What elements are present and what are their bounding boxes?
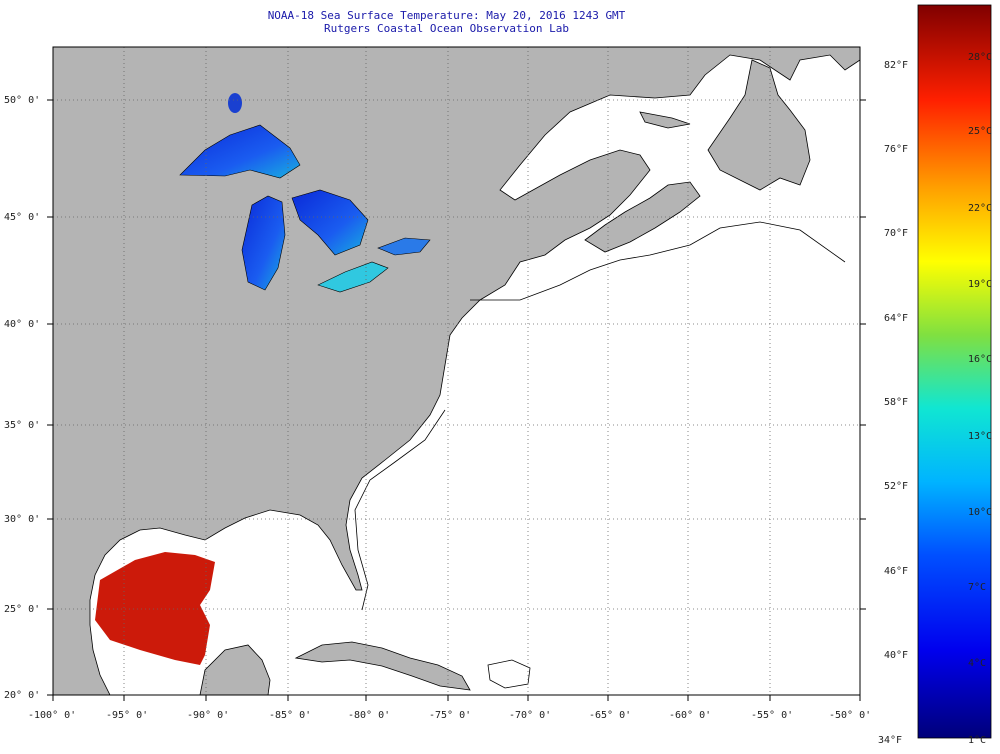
map-frame [52,46,861,696]
grid-lines [53,47,860,695]
lon-label: -50° 0' [829,710,871,721]
cbar-c-label: 22°C [968,203,992,214]
lat-label: 25° 0' [4,604,40,615]
cbar-c-label: 13°C [968,431,992,442]
lat-label: 50° 0' [4,95,40,106]
lake-michigan [241,195,286,291]
lon-label: -75° 0' [429,710,471,721]
lake-ontario [377,237,431,256]
lake-superior [179,124,301,179]
cbar-f-label: 70°F [884,228,908,239]
longitude-labels: -100° 0' -95° 0' -90° 0' -85° 0' -80° 0'… [28,710,871,721]
cbar-c-label: 25°C [968,126,992,137]
land-yucatan [199,644,271,695]
lon-label: -80° 0' [348,710,390,721]
lat-label: 30° 0' [4,514,40,525]
cbar-c-label: 16°C [968,354,992,365]
gulf-warm-water [95,552,215,665]
title-line-2: Rutgers Coastal Ocean Observation Lab [323,22,570,35]
colorbar [917,4,992,739]
lake-erie [317,261,389,293]
cbar-c-label: 4°C [968,658,986,669]
lat-label: 40° 0' [4,319,40,330]
land-nova-scotia [584,181,701,253]
cbar-c-label: 7°C [968,582,986,593]
lat-label: 35° 0' [4,420,40,431]
land-anticosti [639,111,691,129]
cbar-c-label: 1°C [968,735,986,746]
title-line-1: NOAA-18 Sea Surface Temperature: May 20,… [267,9,626,22]
colorbar-celsius-labels: 28°C 25°C 22°C 19°C 16°C 13°C 10°C 7°C 4… [968,52,992,746]
lon-label: -95° 0' [106,710,148,721]
shelf-contour [470,221,846,301]
cbar-f-label: 76°F [884,144,908,155]
lake-huron [291,189,369,256]
cbar-f-label: 58°F [884,397,908,408]
axis-ticks [47,99,866,701]
lat-label: 20° 0' [4,690,40,701]
cbar-f-label: 34°F [878,735,902,746]
lon-label: -55° 0' [751,710,793,721]
lat-label: 45° 0' [4,212,40,223]
lon-label: -60° 0' [669,710,711,721]
cbar-f-label: 46°F [884,566,908,577]
cbar-c-label: 28°C [968,52,992,63]
lon-label: -85° 0' [269,710,311,721]
cbar-c-label: 19°C [968,279,992,290]
colorbar-fahrenheit-labels: 82°F 76°F 70°F 64°F 58°F 52°F 46°F 40°F … [878,60,908,746]
land-newfoundland [707,59,811,191]
lake-nipigon [228,93,242,113]
cbar-f-label: 82°F [884,60,908,71]
cbar-f-label: 40°F [884,650,908,661]
cbar-c-label: 10°C [968,507,992,518]
lon-label: -100° 0' [28,710,76,721]
lon-label: -70° 0' [509,710,551,721]
lon-label: -65° 0' [589,710,631,721]
latitude-labels: 50° 0' 45° 0' 40° 0' 35° 0' 30° 0' 25° 0… [4,95,40,701]
cbar-f-label: 64°F [884,313,908,324]
land-cuba [294,641,471,691]
cbar-f-label: 52°F [884,481,908,492]
lon-label: -90° 0' [187,710,229,721]
